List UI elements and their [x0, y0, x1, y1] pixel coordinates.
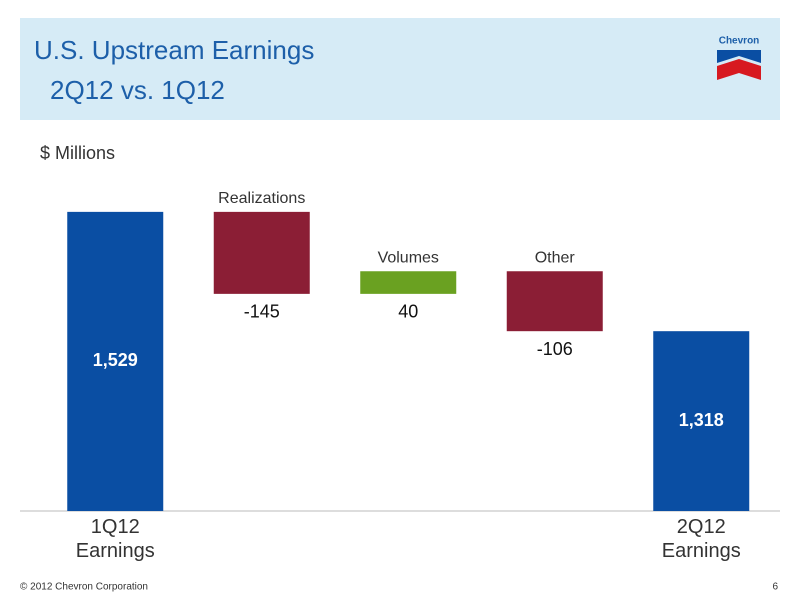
logo-text: Chevron [719, 36, 760, 47]
bar [360, 271, 457, 294]
category-label: Realizations [218, 190, 305, 207]
copyright: © 2012 Chevron Corporation [20, 582, 148, 593]
chart-title: U.S. Upstream Earnings [34, 35, 314, 65]
category-label: Other [535, 249, 576, 266]
x-tick-label: 1Q12 Earnings [75, 516, 155, 562]
chart-subtitle: 2Q12 vs. 1Q12 [50, 75, 225, 105]
page-number: 6 [772, 582, 778, 593]
bar [653, 331, 750, 511]
value-label: 1,529 [93, 350, 138, 370]
unit-label: $ Millions [40, 143, 115, 163]
bar [506, 271, 603, 332]
logo: Chevron [717, 36, 761, 80]
value-label: 1,318 [679, 410, 724, 430]
title-band [20, 18, 780, 120]
x-tick-label: 2Q12 Earnings [661, 516, 741, 562]
value-label: -145 [244, 302, 280, 322]
logo-chevron [717, 50, 761, 63]
category-label: Volumes [378, 249, 439, 266]
bar [67, 211, 164, 511]
logo-chevron [717, 59, 761, 80]
value-label: 40 [398, 302, 418, 322]
value-label: -106 [537, 339, 573, 359]
bar [213, 211, 310, 294]
